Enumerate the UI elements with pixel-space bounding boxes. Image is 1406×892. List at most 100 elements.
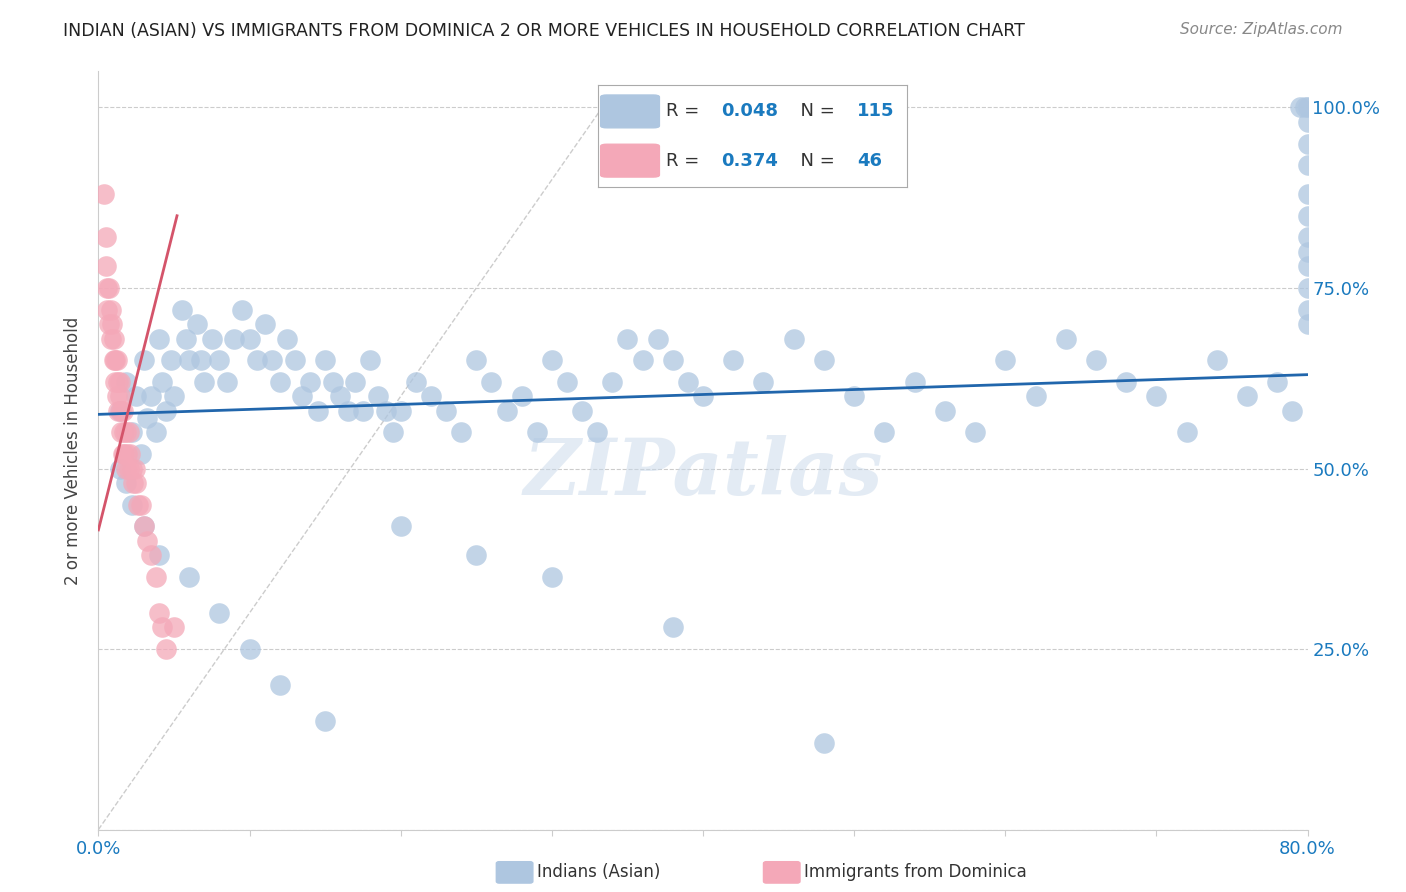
Point	[135, 411, 157, 425]
Text: 0.048: 0.048	[721, 103, 779, 120]
Point	[783, 332, 806, 346]
Point	[405, 375, 427, 389]
Point	[1144, 389, 1167, 403]
Point	[104, 353, 127, 368]
Text: Source: ZipAtlas.com: Source: ZipAtlas.com	[1180, 22, 1343, 37]
Point	[100, 332, 122, 346]
Point	[94, 260, 117, 274]
Point	[231, 302, 253, 317]
Point	[105, 389, 128, 403]
Point	[647, 332, 669, 346]
Point	[193, 375, 215, 389]
Point	[1296, 317, 1319, 331]
Point	[540, 570, 562, 584]
Point	[1296, 302, 1319, 317]
Point	[114, 475, 136, 490]
Point	[112, 425, 135, 440]
Y-axis label: 2 or more Vehicles in Household: 2 or more Vehicles in Household	[65, 317, 83, 584]
Point	[163, 389, 186, 403]
Point	[124, 461, 146, 475]
Point	[170, 302, 193, 317]
Point	[107, 403, 129, 417]
Point	[224, 332, 246, 346]
Point	[110, 425, 132, 440]
Point	[307, 403, 329, 417]
Point	[465, 353, 488, 368]
Point	[813, 353, 835, 368]
Point	[105, 353, 128, 368]
Text: 46: 46	[858, 152, 883, 169]
Point	[98, 317, 121, 331]
Point	[141, 548, 163, 562]
Point	[145, 570, 167, 584]
Point	[752, 375, 775, 389]
FancyBboxPatch shape	[600, 145, 659, 177]
Point	[150, 620, 173, 634]
Point	[994, 353, 1017, 368]
Point	[676, 375, 699, 389]
Point	[526, 425, 548, 440]
Point	[692, 389, 714, 403]
Point	[103, 353, 125, 368]
Point	[336, 403, 359, 417]
Point	[125, 389, 148, 403]
Point	[276, 332, 298, 346]
Point	[208, 353, 231, 368]
Point	[111, 447, 134, 461]
Point	[904, 375, 927, 389]
Point	[141, 389, 163, 403]
Point	[215, 375, 238, 389]
Point	[1054, 332, 1077, 346]
Point	[389, 519, 412, 533]
Point	[314, 353, 336, 368]
Point	[132, 353, 155, 368]
Point	[1296, 209, 1319, 223]
Point	[434, 403, 457, 417]
Point	[239, 642, 262, 657]
Point	[329, 389, 352, 403]
Point	[98, 281, 121, 295]
Point	[344, 375, 367, 389]
Text: R =: R =	[665, 103, 704, 120]
Point	[1085, 353, 1108, 368]
Point	[179, 570, 201, 584]
Point	[135, 533, 157, 548]
Point	[186, 317, 208, 331]
Point	[107, 375, 129, 389]
Point	[96, 302, 118, 317]
Point	[114, 461, 136, 475]
Point	[934, 403, 956, 417]
Text: INDIAN (ASIAN) VS IMMIGRANTS FROM DOMINICA 2 OR MORE VEHICLES IN HOUSEHOLD CORRE: INDIAN (ASIAN) VS IMMIGRANTS FROM DOMINI…	[63, 22, 1025, 40]
Point	[104, 375, 127, 389]
Point	[115, 447, 138, 461]
Point	[108, 375, 131, 389]
Point	[299, 375, 322, 389]
Point	[965, 425, 987, 440]
Point	[121, 425, 143, 440]
Point	[262, 353, 284, 368]
Point	[616, 332, 638, 346]
Point	[382, 425, 405, 440]
Point	[100, 302, 122, 317]
Point	[101, 317, 124, 331]
FancyBboxPatch shape	[600, 95, 659, 128]
Point	[108, 389, 131, 403]
Point	[190, 353, 212, 368]
Point	[1296, 230, 1319, 244]
Point	[1296, 115, 1319, 129]
Point	[1296, 260, 1319, 274]
Point	[269, 375, 291, 389]
Point	[1294, 100, 1316, 114]
Point	[1296, 281, 1319, 295]
Point	[163, 620, 186, 634]
Point	[1289, 100, 1312, 114]
Point	[150, 375, 173, 389]
Point	[148, 548, 170, 562]
Point	[284, 353, 307, 368]
Point	[495, 403, 517, 417]
Point	[450, 425, 472, 440]
Point	[160, 353, 183, 368]
Point	[129, 447, 152, 461]
Point	[132, 519, 155, 533]
Point	[1267, 375, 1289, 389]
